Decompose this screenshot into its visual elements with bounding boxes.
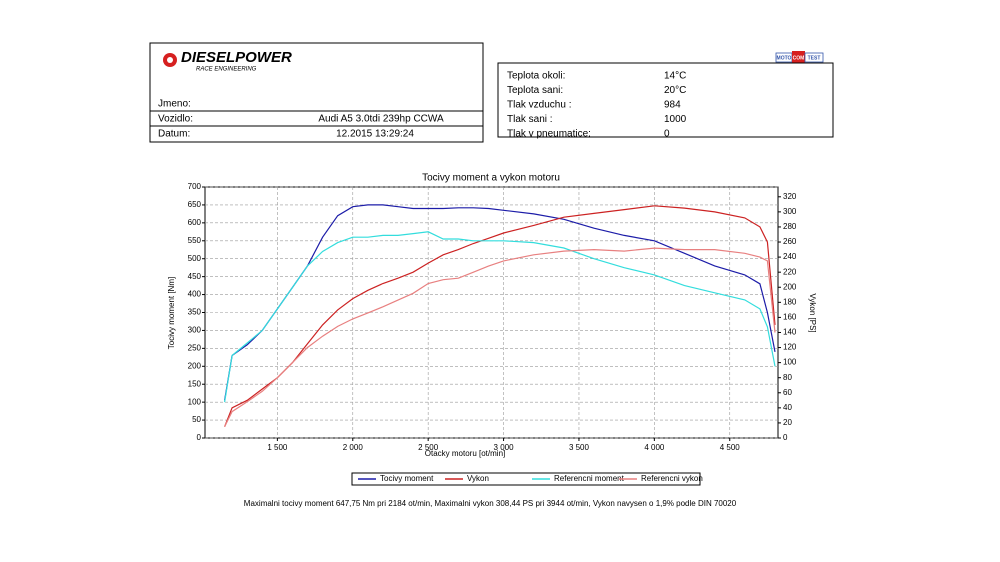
y2-tick-label: 260 <box>783 237 797 246</box>
y-tick-label: 50 <box>192 415 201 424</box>
y-tick-label: 300 <box>188 326 202 335</box>
y2-tick-label: 100 <box>783 358 797 367</box>
tagline: RACE ENGINEERING <box>196 67 257 73</box>
badge-box <box>792 51 805 63</box>
badge-box <box>804 52 824 63</box>
field-value: 0 <box>664 129 670 140</box>
x-tick-label: 3 000 <box>494 443 515 452</box>
field-label: Tlak v pneumatice: <box>507 129 591 140</box>
x-axis-label: Otacky motoru [ot/min] <box>425 449 505 458</box>
vehicle-box <box>149 42 484 143</box>
y2-axis-label: Vykon [PS] <box>808 293 817 332</box>
x-tick-label: 2 000 <box>343 443 364 452</box>
y2-tick-label: 160 <box>783 313 797 322</box>
field-label: Vozidlo: <box>158 114 193 125</box>
series-line <box>224 205 776 427</box>
x-tick-label: 4 000 <box>644 443 665 452</box>
y-tick-label: 350 <box>188 308 202 317</box>
legend-label: Tocivy moment <box>380 474 434 483</box>
y2-tick-label: 60 <box>783 388 792 397</box>
y2-tick-label: 0 <box>783 433 788 442</box>
y-axis-label: Tocivy moment [Nm] <box>167 277 176 349</box>
y2-tick-label: 180 <box>783 297 797 306</box>
y2-tick-label: 280 <box>783 222 797 231</box>
field-label: Teplota okoli: <box>507 71 565 82</box>
y-tick-label: 650 <box>188 200 202 209</box>
field-label: Teplota sani: <box>507 85 563 96</box>
series-line <box>224 231 776 403</box>
x-tick-label: 2 500 <box>418 443 439 452</box>
y-tick-label: 450 <box>188 272 202 281</box>
field-label: Datum: <box>158 129 190 140</box>
field-value: Audi A5 3.0tdi 239hp CCWA <box>318 114 444 125</box>
field-value: 14°C <box>664 71 686 82</box>
y-tick-label: 100 <box>188 397 202 406</box>
y-tick-label: 550 <box>188 236 202 245</box>
field-value: 12.2015 13:29:24 <box>336 129 414 140</box>
conditions-box <box>497 62 834 138</box>
legend-label: Referencni vykon <box>641 474 703 483</box>
chart-title: Tocivy moment a vykon motoru <box>422 173 560 184</box>
y2-tick-label: 300 <box>783 207 797 216</box>
field-label: Tlak sani : <box>507 114 553 125</box>
y2-tick-label: 80 <box>783 373 792 382</box>
y2-tick-label: 120 <box>783 343 797 352</box>
x-tick-label: 4 500 <box>720 443 741 452</box>
field-value: 984 <box>664 100 681 111</box>
y2-tick-label: 140 <box>783 328 797 337</box>
legend-label: Vykon <box>467 474 489 483</box>
logo-icon-core <box>167 57 173 63</box>
y-tick-label: 500 <box>188 254 202 263</box>
footer-note: Maximalni tocivy moment 647,75 Nm pri 21… <box>244 499 737 508</box>
y-tick-label: 200 <box>188 361 202 370</box>
y-tick-label: 700 <box>188 182 202 191</box>
y-tick-label: 250 <box>188 343 202 352</box>
legend-label: Referencni moment <box>554 474 625 483</box>
y2-tick-label: 20 <box>783 418 792 427</box>
x-tick-label: 1 500 <box>267 443 288 452</box>
y-tick-label: 0 <box>197 433 202 442</box>
field-value: 20°C <box>664 85 686 96</box>
y2-tick-label: 40 <box>783 403 792 412</box>
field-label: Jmeno: <box>158 99 191 110</box>
badge-text: MOTO <box>777 55 792 61</box>
y2-tick-label: 220 <box>783 267 797 276</box>
badge-text: COM <box>793 55 805 61</box>
y2-tick-label: 320 <box>783 192 797 201</box>
field-label: Tlak vzduchu : <box>507 100 571 111</box>
series-line <box>224 247 776 427</box>
y2-tick-label: 200 <box>783 282 797 291</box>
x-tick-label: 3 500 <box>569 443 590 452</box>
y-tick-label: 150 <box>188 379 202 388</box>
legend-box <box>351 472 701 486</box>
y-tick-label: 600 <box>188 218 202 227</box>
y-tick-label: 400 <box>188 290 202 299</box>
y2-tick-label: 240 <box>783 252 797 261</box>
badge-text: TEST <box>808 55 821 61</box>
brand: DIESELPOWER <box>181 49 292 66</box>
field-value: 1000 <box>664 114 687 125</box>
